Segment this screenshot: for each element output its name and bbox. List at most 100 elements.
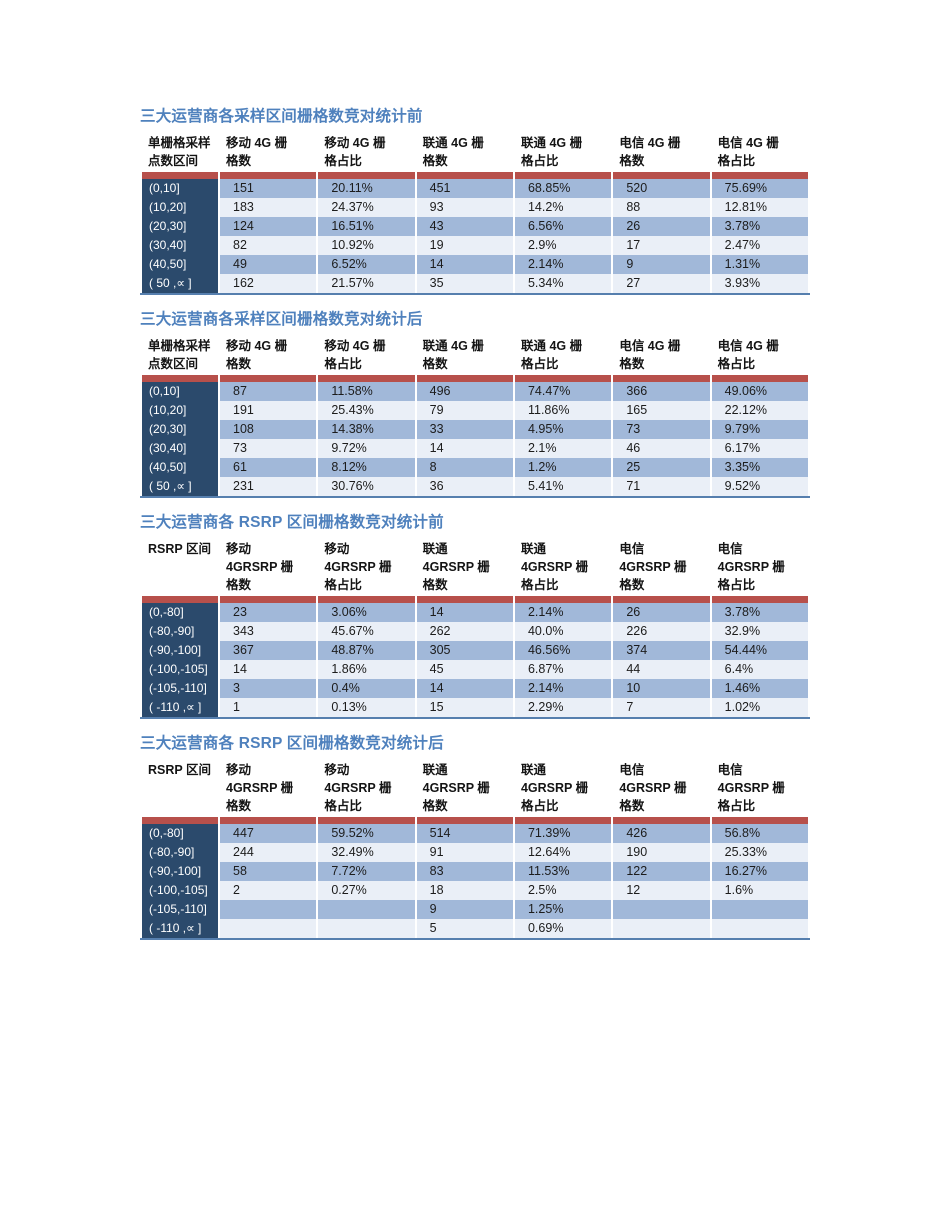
data-cell: 1.25% [514, 900, 612, 919]
red-divider-cell [711, 596, 808, 603]
data-cell: 14 [416, 603, 513, 622]
header-cell: 移动 4GRSRP 栅 格数 [220, 538, 317, 596]
table-header: 单栅格采样 点数区间 移动 4G 栅 格数 移动 4G 栅 格占比 联通 4G 栅 格… [142, 335, 808, 375]
data-cell: 1.46% [711, 679, 808, 698]
data-cell: 79 [416, 401, 513, 420]
data-cell: 5.34% [514, 274, 612, 293]
red-divider-cell [613, 817, 710, 824]
row-label-cell: (20,30] [142, 420, 218, 439]
row-label-cell: (30,40] [142, 236, 218, 255]
header-cell: 联通 4GRSRP 栅 格数 [416, 759, 513, 817]
data-cell: 367 [220, 641, 317, 660]
data-cell: 14 [220, 660, 317, 679]
header-row: 单栅格采样 点数区间 移动 4G 栅 格数 移动 4G 栅 格占比 联通 4G 栅 格… [142, 132, 808, 172]
red-divider-cell [142, 375, 218, 382]
data-table: RSRP 区间 移动 4GRSRP 栅 格数 移动 4GRSRP 栅 格占比 联通 4… [140, 538, 810, 719]
table-row: (-100,-105] 2 0.27% 18 2.5% 12 1.6% [142, 881, 808, 900]
red-divider-cell [142, 596, 218, 603]
data-cell: 8 [416, 458, 513, 477]
row-label-cell: (40,50] [142, 458, 218, 477]
table-header: RSRP 区间 移动 4GRSRP 栅 格数 移动 4GRSRP 栅 格占比 联通 4… [142, 538, 808, 596]
data-table: RSRP 区间 移动 4GRSRP 栅 格数 移动 4GRSRP 栅 格占比 联通 4… [140, 759, 810, 940]
header-cell: 电信 4G 栅 格数 [613, 335, 710, 375]
header-cell: 电信 4G 栅 格占比 [711, 335, 808, 375]
table-row: (20,30] 108 14.38% 33 4.95% 73 9.79% [142, 420, 808, 439]
data-cell: 61 [220, 458, 317, 477]
data-cell [613, 919, 710, 938]
data-cell: 183 [220, 198, 317, 217]
red-divider-cell [416, 375, 513, 382]
red-divider-cell [514, 172, 612, 179]
row-label-cell: (20,30] [142, 217, 218, 236]
data-cell: 83 [416, 862, 513, 881]
row-label-cell: (0,10] [142, 179, 218, 198]
data-cell: 46.56% [514, 641, 612, 660]
data-cell: 9.52% [711, 477, 808, 496]
data-cell: 30.76% [318, 477, 415, 496]
table-row: ( 50 ,∝ ] 231 30.76% 36 5.41% 71 9.52% [142, 477, 808, 496]
data-cell: 305 [416, 641, 513, 660]
data-cell: 231 [220, 477, 317, 496]
data-cell [318, 919, 415, 938]
data-cell: 262 [416, 622, 513, 641]
header-cell: 联通 4GRSRP 栅 格数 [416, 538, 513, 596]
red-divider-row [142, 817, 808, 824]
red-divider-row [142, 172, 808, 179]
data-cell: 27 [613, 274, 710, 293]
data-cell: 71.39% [514, 824, 612, 843]
data-cell: 14.38% [318, 420, 415, 439]
data-cell: 2 [220, 881, 317, 900]
red-divider-cell [514, 375, 612, 382]
data-cell: 19 [416, 236, 513, 255]
data-cell: 11.53% [514, 862, 612, 881]
data-cell: 6.52% [318, 255, 415, 274]
data-cell: 54.44% [711, 641, 808, 660]
data-cell: 11.58% [318, 382, 415, 401]
data-cell: 56.8% [711, 824, 808, 843]
header-cell: RSRP 区间 [142, 759, 218, 817]
data-cell: 17 [613, 236, 710, 255]
data-cell: 14.2% [514, 198, 612, 217]
data-cell: 49.06% [711, 382, 808, 401]
header-cell: 电信 4GRSRP 栅 格占比 [711, 538, 808, 596]
table-row: (-105,-110] 9 1.25% [142, 900, 808, 919]
header-cell: 移动 4G 栅 格占比 [318, 132, 415, 172]
table-row: (10,20] 191 25.43% 79 11.86% 165 22.12% [142, 401, 808, 420]
data-cell: 0.13% [318, 698, 415, 717]
data-cell: 5.41% [514, 477, 612, 496]
data-cell: 36 [416, 477, 513, 496]
data-cell: 6.87% [514, 660, 612, 679]
red-divider-cell [318, 172, 415, 179]
data-cell: 71 [613, 477, 710, 496]
header-cell: 移动 4G 栅 格数 [220, 335, 317, 375]
row-label-cell: (-80,-90] [142, 843, 218, 862]
header-row: RSRP 区间 移动 4GRSRP 栅 格数 移动 4GRSRP 栅 格占比 联通 4… [142, 759, 808, 817]
data-cell: 10.92% [318, 236, 415, 255]
data-cell: 4.95% [514, 420, 612, 439]
red-divider-cell [318, 375, 415, 382]
data-cell: 3.78% [711, 603, 808, 622]
row-label-cell: ( -110 ,∝ ] [142, 698, 218, 717]
data-cell: 93 [416, 198, 513, 217]
data-cell: 16.51% [318, 217, 415, 236]
table-row: (30,40] 73 9.72% 14 2.1% 46 6.17% [142, 439, 808, 458]
data-cell: 74.47% [514, 382, 612, 401]
table-row: (-105,-110] 3 0.4% 14 2.14% 10 1.46% [142, 679, 808, 698]
data-cell: 20.11% [318, 179, 415, 198]
data-cell: 32.9% [711, 622, 808, 641]
row-label-cell: (10,20] [142, 198, 218, 217]
header-cell: 移动 4GRSRP 栅 格数 [220, 759, 317, 817]
data-cell: 23 [220, 603, 317, 622]
data-cell: 165 [613, 401, 710, 420]
data-cell: 59.52% [318, 824, 415, 843]
header-cell: 单栅格采样 点数区间 [142, 335, 218, 375]
data-cell: 162 [220, 274, 317, 293]
table-row: (20,30] 124 16.51% 43 6.56% 26 3.78% [142, 217, 808, 236]
data-cell: 33 [416, 420, 513, 439]
red-divider-cell [220, 596, 317, 603]
data-cell: 1.02% [711, 698, 808, 717]
table-body: (0,-80] 23 3.06% 14 2.14% 26 3.78% (-80,-90] 343… [142, 596, 808, 717]
data-cell [711, 919, 808, 938]
data-cell: 3.93% [711, 274, 808, 293]
table-title: 三大运营商各 RSRP 区间栅格数竞对统计后 [140, 735, 444, 752]
